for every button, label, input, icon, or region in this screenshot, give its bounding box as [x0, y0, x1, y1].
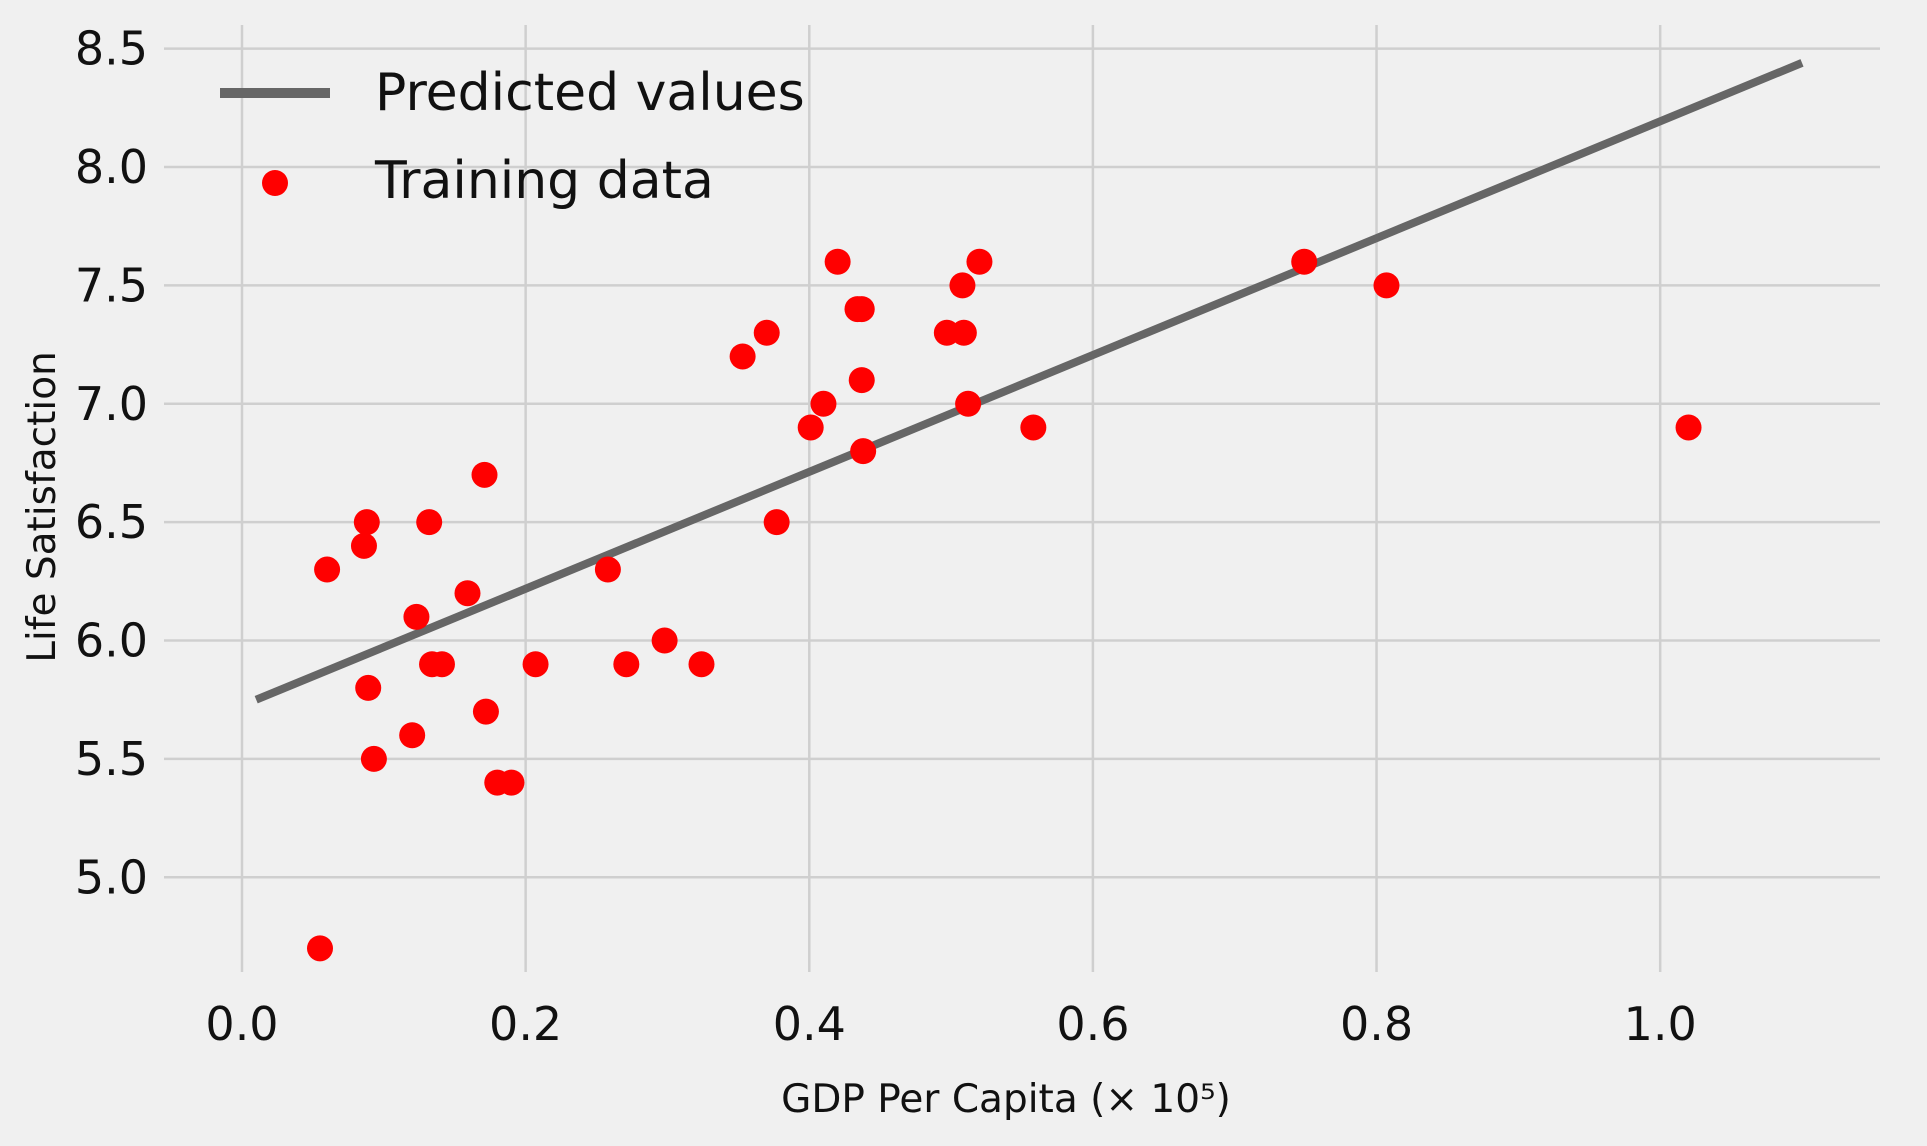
x-tick-label-0: 0.0 — [205, 997, 278, 1051]
training-point-10 — [428, 651, 455, 678]
training-points-layer — [307, 248, 1702, 962]
training-point-33 — [950, 319, 977, 346]
training-point-6 — [399, 722, 426, 749]
training-point-12 — [471, 461, 498, 488]
training-point-38 — [1373, 272, 1400, 299]
training-point-20 — [688, 651, 715, 678]
y-axis-label: Life Satisfaction — [20, 351, 65, 663]
y-tick-label-3: 6.5 — [75, 495, 148, 549]
training-point-13 — [472, 698, 499, 725]
training-point-25 — [810, 390, 837, 417]
training-point-35 — [966, 248, 993, 275]
legend: Predicted values Training data — [220, 63, 805, 211]
y-tick-label-6: 8.0 — [75, 140, 148, 194]
training-point-28 — [848, 296, 875, 323]
x-tick-label-3: 0.6 — [1056, 997, 1129, 1051]
x-axis-label: GDP Per Capita (× 10⁵) — [781, 1077, 1231, 1122]
training-point-29 — [848, 367, 875, 394]
x-tick-label-4: 0.8 — [1340, 997, 1413, 1051]
training-point-21 — [729, 343, 756, 370]
grid — [164, 25, 1880, 972]
training-point-2 — [350, 532, 377, 559]
y-tick-label-4: 7.0 — [75, 377, 148, 431]
training-point-0 — [307, 935, 333, 962]
training-point-36 — [1020, 414, 1047, 441]
x-tick-label-5: 1.0 — [1624, 997, 1697, 1051]
training-point-24 — [797, 414, 824, 441]
training-point-17 — [594, 556, 621, 583]
y-tick-label-0: 5.0 — [75, 850, 148, 904]
training-point-23 — [763, 509, 790, 536]
training-point-11 — [454, 580, 481, 607]
legend-marker-training-data — [262, 170, 288, 196]
training-point-22 — [753, 319, 780, 346]
training-point-16 — [522, 651, 549, 678]
training-point-4 — [355, 674, 382, 701]
training-point-3 — [353, 509, 380, 536]
training-point-8 — [416, 509, 443, 536]
tick-labels: 0.0 0.2 0.4 0.6 0.8 1.0 5.0 5.5 6.0 6.5 7.0 7.5 8.0 8… — [75, 22, 1697, 1051]
predicted-values-line — [254, 59, 1804, 704]
legend-label-training-data: Training data — [374, 151, 714, 211]
training-point-32 — [949, 272, 976, 299]
training-point-7 — [403, 603, 430, 630]
training-point-18 — [613, 651, 640, 678]
training-point-34 — [955, 390, 982, 417]
training-point-39 — [1675, 414, 1702, 441]
training-point-15 — [498, 769, 525, 796]
y-tick-label-5: 7.5 — [75, 258, 148, 312]
y-tick-label-1: 5.5 — [75, 732, 148, 786]
y-tick-label-2: 6.0 — [75, 614, 148, 668]
training-point-30 — [850, 438, 877, 465]
training-point-1 — [314, 556, 341, 583]
training-point-5 — [360, 745, 387, 772]
training-point-26 — [824, 248, 851, 275]
training-point-37 — [1291, 248, 1318, 275]
legend-label-predicted-values: Predicted values — [375, 63, 805, 123]
x-tick-label-1: 0.2 — [489, 997, 562, 1051]
predicted-line-layer — [254, 59, 1804, 704]
training-point-19 — [651, 627, 678, 654]
x-tick-label-2: 0.4 — [773, 997, 846, 1051]
y-tick-label-7: 8.5 — [75, 22, 148, 76]
